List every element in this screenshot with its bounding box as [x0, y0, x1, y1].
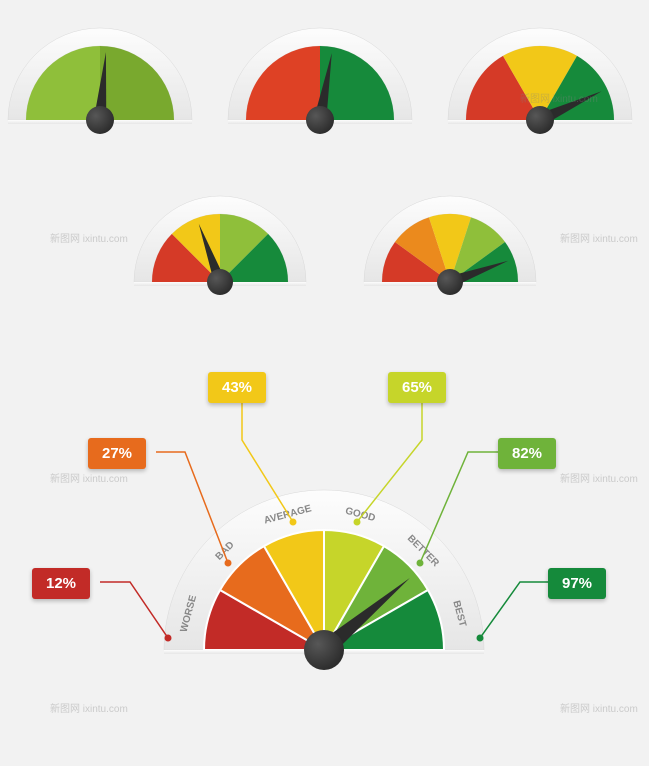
callout-c5: 82% [498, 438, 556, 469]
gauge-hub [86, 106, 114, 134]
gauge-g2 [220, 20, 420, 148]
watermark: 新图网 ixintu.com [50, 470, 128, 485]
gauge-hub [437, 269, 463, 295]
gauge-hub [304, 630, 344, 670]
gauge-g1 [0, 20, 200, 148]
watermark: 新图网 ixintu.com [560, 700, 638, 715]
gauge-hub [526, 106, 554, 134]
callout-c4: 65% [388, 372, 446, 403]
gauge-hub [306, 106, 334, 134]
callout-c6: 97% [548, 568, 606, 599]
watermark: 新图网 ixintu.com [560, 470, 638, 485]
gauge-g6: WORSEBADAVERAGEGOODBETTERBEST [156, 482, 492, 684]
callout-c1: 12% [32, 568, 90, 599]
callout-c2: 27% [88, 438, 146, 469]
gauge-hub [207, 269, 233, 295]
watermark: 新图网 ixintu.com [50, 700, 128, 715]
callout-c3: 43% [208, 372, 266, 403]
gauge-g3 [440, 20, 640, 148]
gauge-g5 [356, 188, 544, 309]
gauge-g4 [126, 188, 314, 309]
watermark: 新图网 ixintu.com [560, 230, 638, 245]
watermark: 新图网 ixintu.com [50, 230, 128, 245]
